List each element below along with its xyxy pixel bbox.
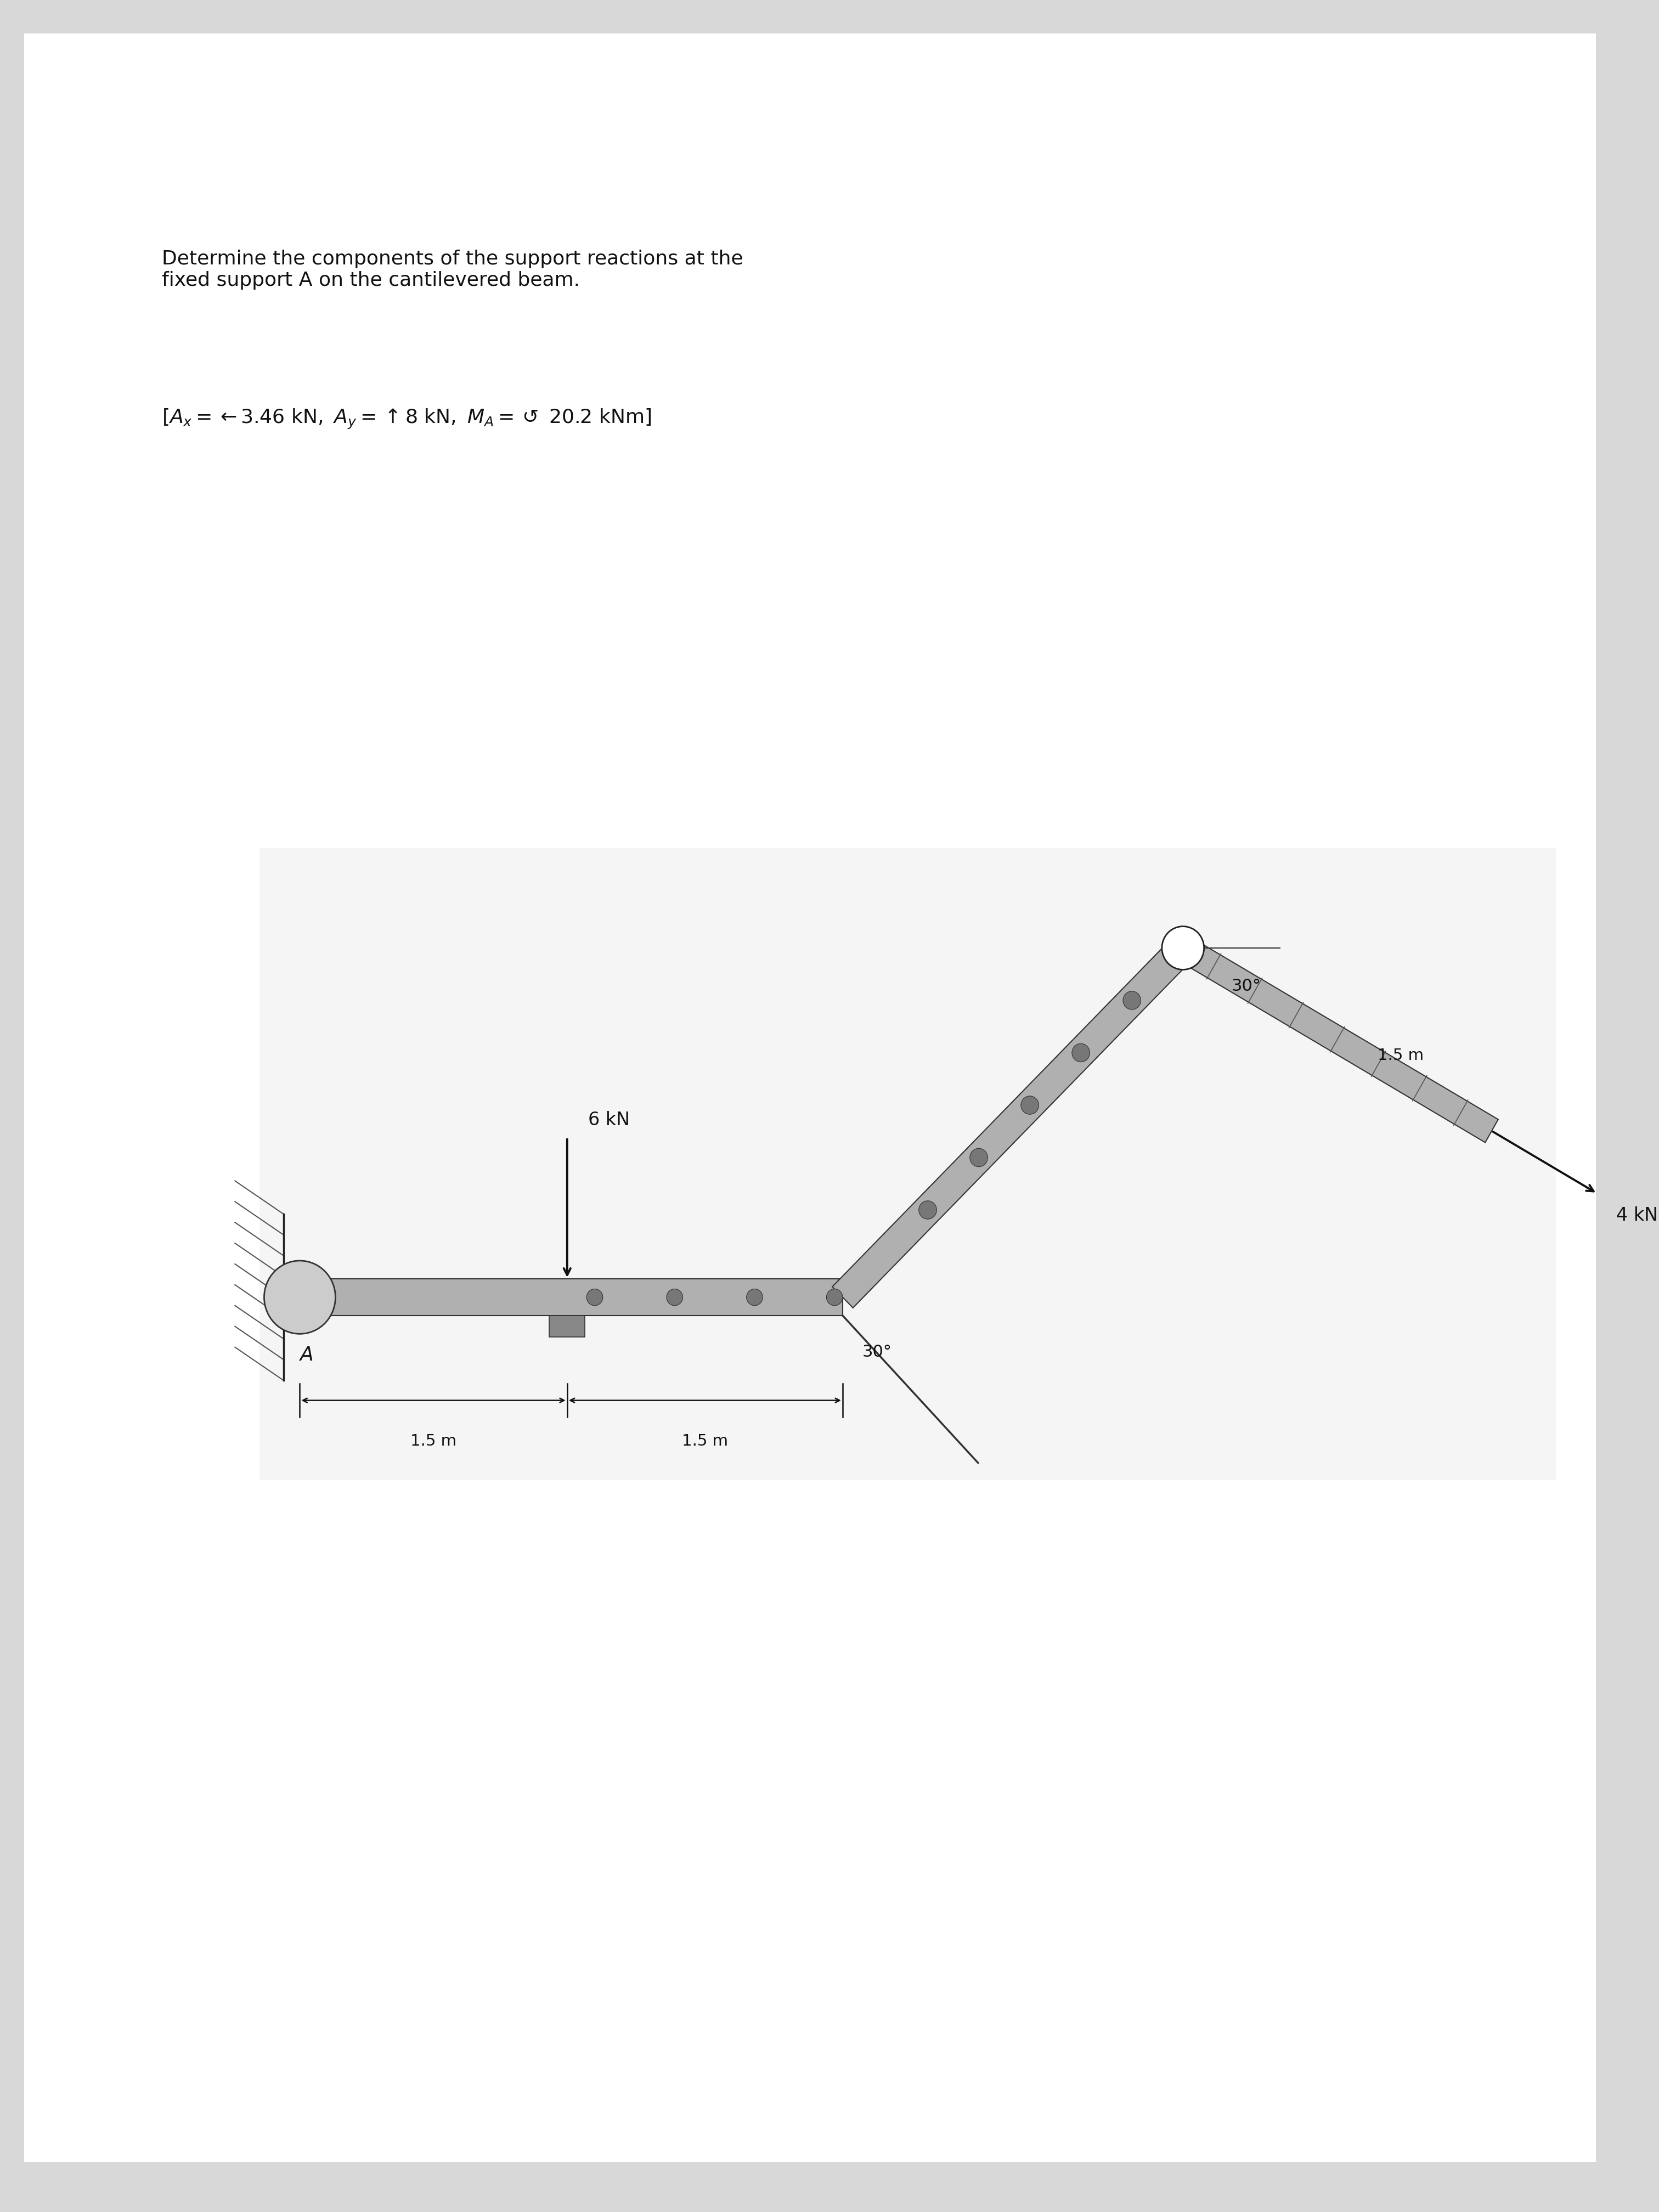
FancyBboxPatch shape [25, 33, 1596, 2161]
Text: $[A_x = \leftarrow 3.46\ \mathrm{kN},\ A_y = \uparrow 8\ \mathrm{kN},\ M_A = \ci: $[A_x = \leftarrow 3.46\ \mathrm{kN},\ A… [163, 407, 652, 431]
Polygon shape [833, 938, 1193, 1307]
Bar [300, 1279, 843, 1316]
Text: Determine the components of the support reactions at the
fixed support A on the : Determine the components of the support … [163, 250, 743, 290]
Circle shape [264, 1261, 335, 1334]
Bar [259, 847, 1556, 1480]
Text: 6 kN: 6 kN [589, 1110, 630, 1130]
Text: 4 kN: 4 kN [1616, 1206, 1657, 1225]
Text: 1.5 m: 1.5 m [682, 1433, 728, 1449]
Text: 30°: 30° [1231, 978, 1261, 993]
Circle shape [826, 1290, 843, 1305]
Circle shape [1072, 1044, 1090, 1062]
Circle shape [667, 1290, 684, 1305]
Circle shape [1020, 1095, 1039, 1115]
Circle shape [747, 1290, 763, 1305]
Text: 1.5 m: 1.5 m [410, 1433, 456, 1449]
Circle shape [587, 1290, 602, 1305]
Bar [549, 1316, 586, 1338]
Text: 1.5 m: 1.5 m [1379, 1048, 1423, 1064]
Circle shape [1161, 927, 1204, 969]
Polygon shape [1176, 936, 1498, 1141]
Text: 30°: 30° [863, 1345, 893, 1360]
Circle shape [919, 1201, 937, 1219]
Text: A: A [300, 1345, 314, 1365]
Circle shape [1123, 991, 1141, 1009]
Circle shape [971, 1148, 987, 1166]
